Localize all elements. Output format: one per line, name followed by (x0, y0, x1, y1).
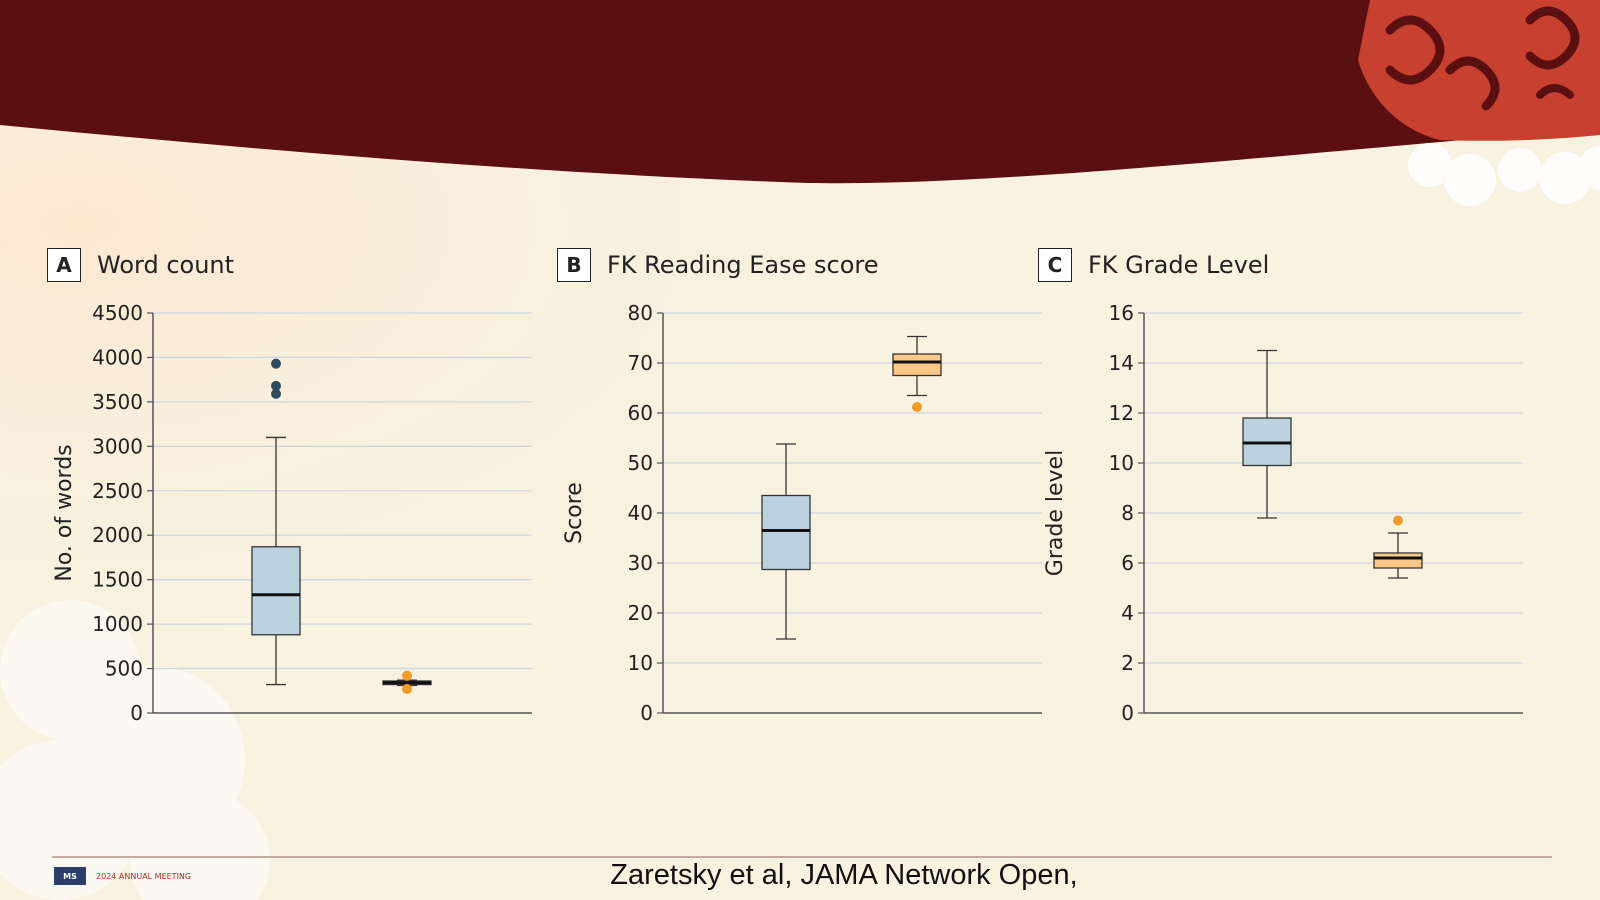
y-tick-label: 2500 (92, 479, 143, 503)
y-tick-label: 4000 (92, 345, 143, 369)
y-tick-label: 10 (1109, 451, 1134, 475)
panel-title: Word count (97, 251, 235, 279)
y-tick-label: 14 (1109, 351, 1134, 375)
outlier-point (1393, 515, 1403, 526)
y-axis-label: Score (562, 482, 587, 544)
y-tick-label: 0 (1121, 701, 1134, 725)
panel-grade-level: C FK Grade Level 0 2 4 6 8 10 12 14 16 Grade leve… (1038, 245, 1538, 745)
outlier-point (271, 388, 281, 399)
y-tick-label: 0 (130, 701, 143, 725)
y-tick-label: 8 (1121, 501, 1134, 525)
footer-divider (52, 856, 1552, 858)
panel-header: C FK Grade Level (1038, 245, 1269, 285)
y-tick-label: 20 (628, 601, 653, 625)
y-tick-label: 1500 (92, 568, 143, 592)
box-plot-word-count: 0 500 1000 1500 2000 2500 3000 3500 4000 4500 No. … (52, 301, 532, 725)
box-plot-grade-level: 0 2 4 6 8 10 12 14 16 Grade level (1043, 301, 1523, 725)
y-tick-label: 4 (1121, 601, 1134, 625)
cloud-decoration-right (1358, 0, 1600, 206)
y-tick-label: 16 (1109, 301, 1134, 325)
y-tick-label: 6 (1121, 551, 1134, 575)
y-tick-label: 80 (628, 301, 653, 325)
y-tick-label: 3000 (92, 434, 143, 458)
y-tick-label: 4500 (92, 301, 143, 325)
meeting-logo: MS 2024 ANNUAL MEETING (54, 867, 191, 885)
y-tick-label: 2000 (92, 523, 143, 547)
y-tick-label: 500 (105, 657, 143, 681)
y-tick-label: 40 (628, 501, 653, 525)
panel-letter-badge: C (1038, 248, 1072, 282)
citation-text: Zaretsky et al, JAMA Network Open, (610, 859, 1078, 891)
y-tick-label: 50 (628, 451, 653, 475)
panel-letter-badge: A (47, 248, 81, 282)
y-axis-label: No. of words (52, 444, 77, 581)
outlier-point (912, 402, 922, 412)
header-band (0, 0, 1600, 184)
panel-header: A Word count (47, 245, 234, 285)
iqr-box (251, 546, 301, 636)
panel-reading-ease: B FK Reading Ease score 0 10 20 30 40 50 60 70 8… (557, 245, 1057, 745)
panel-header: B FK Reading Ease score (557, 245, 878, 285)
y-tick-label: 0 (640, 701, 653, 725)
panel-title: FK Reading Ease score (607, 251, 879, 279)
logo-badge: MS (54, 867, 86, 885)
panel-letter-badge: B (557, 248, 591, 282)
y-tick-label: 3500 (92, 390, 143, 414)
y-tick-label: 70 (628, 351, 653, 375)
panel-title: FK Grade Level (1088, 251, 1270, 279)
y-axis-label: Grade level (1043, 450, 1068, 576)
y-tick-label: 10 (628, 651, 653, 675)
outlier-point (271, 358, 281, 369)
box-plot-reading-ease: 0 10 20 30 40 50 60 70 80 Score (562, 301, 1042, 725)
panel-word-count: A Word count 0 500 1000 1500 2000 2500 3000 350… (47, 245, 547, 745)
y-tick-label: 30 (628, 551, 653, 575)
y-tick-label: 1000 (92, 612, 143, 636)
logo-text: 2024 ANNUAL MEETING (96, 871, 192, 881)
iqr-box (1373, 552, 1423, 569)
y-tick-label: 12 (1109, 401, 1134, 425)
outlier-point (402, 684, 412, 694)
iqr-box (761, 494, 811, 571)
y-tick-label: 2 (1121, 651, 1134, 675)
outlier-point (271, 380, 281, 391)
outlier-point (402, 670, 412, 681)
iqr-box (892, 353, 942, 377)
y-tick-label: 60 (628, 401, 653, 425)
